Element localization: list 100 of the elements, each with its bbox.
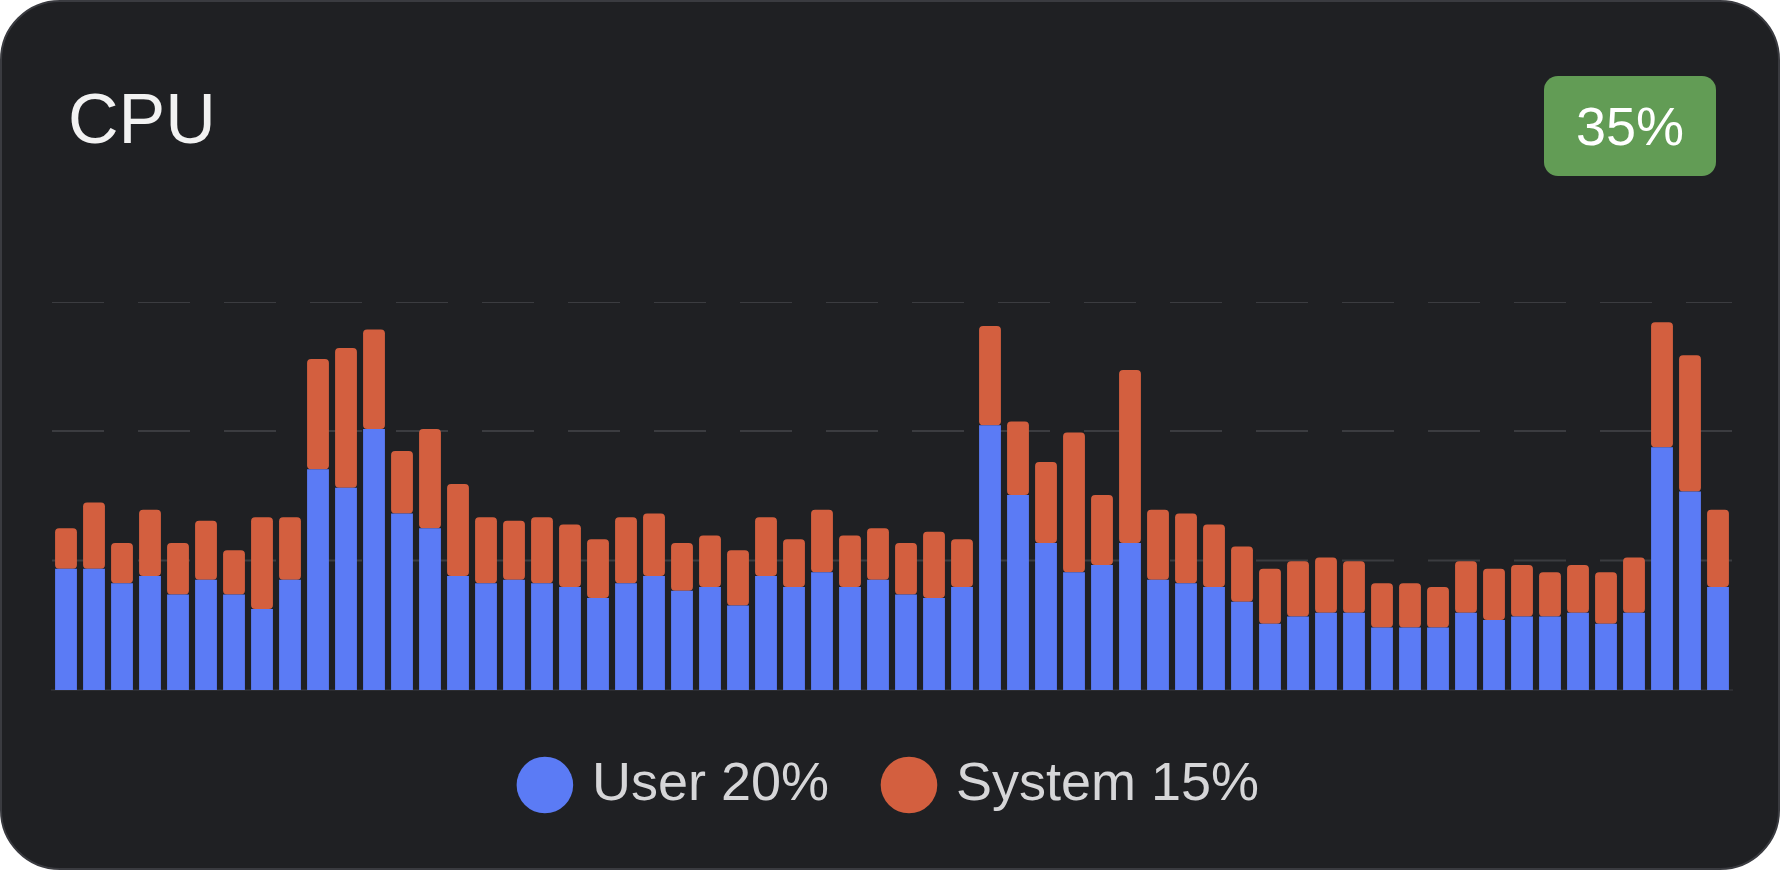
- bar: [1679, 355, 1701, 492]
- bar: [1007, 421, 1029, 496]
- bar: [1063, 572, 1085, 690]
- bar: [1483, 620, 1505, 690]
- bar: [1175, 513, 1197, 584]
- bar: [559, 524, 581, 588]
- bar: [699, 587, 721, 690]
- bar: [1707, 509, 1729, 588]
- bar: [1147, 579, 1169, 690]
- bar: [1343, 612, 1365, 690]
- bar: [1567, 564, 1589, 613]
- bar: [1595, 572, 1617, 624]
- chart-title: CPU: [68, 80, 216, 158]
- bar: [1371, 583, 1393, 628]
- bar: [1623, 612, 1645, 690]
- text: 35%: [1543, 76, 1716, 176]
- bar: [475, 517, 497, 584]
- bar: [895, 594, 917, 690]
- bar: [447, 575, 469, 690]
- bar: [1371, 627, 1393, 690]
- bar: [111, 583, 133, 690]
- bar: [363, 428, 385, 690]
- bar: [55, 568, 77, 690]
- bar: [83, 502, 105, 569]
- bar: [1539, 616, 1561, 690]
- bar: [83, 568, 105, 690]
- bar: [1203, 524, 1225, 588]
- legend-label: System 15%: [955, 750, 1260, 811]
- bar: [419, 428, 441, 529]
- bar: [447, 484, 469, 576]
- bar: [1231, 601, 1253, 690]
- bar: [279, 517, 301, 580]
- bar: [1567, 612, 1589, 690]
- bar: [223, 594, 245, 690]
- bar: [1119, 542, 1141, 690]
- bar: [615, 517, 637, 584]
- bar: [867, 579, 889, 690]
- bar: [503, 520, 525, 580]
- bar: [755, 575, 777, 690]
- bar: [699, 535, 721, 588]
- bar: [923, 598, 945, 690]
- bar: [419, 528, 441, 690]
- bar: [1539, 572, 1561, 617]
- bar: [139, 509, 161, 576]
- bar: [839, 587, 861, 690]
- bar: [951, 539, 973, 588]
- bar: [643, 513, 665, 576]
- bar: [811, 572, 833, 690]
- bar: [979, 425, 1001, 690]
- bar: [223, 550, 245, 595]
- bar: [1399, 583, 1421, 628]
- bar: [251, 517, 273, 610]
- bar: [335, 347, 357, 488]
- bar: [391, 513, 413, 690]
- bar: [167, 594, 189, 690]
- bar: [1175, 583, 1197, 690]
- bar: [1511, 564, 1533, 617]
- bar: [1679, 491, 1701, 690]
- bar: [1455, 561, 1477, 613]
- bar: [335, 487, 357, 690]
- bar: [363, 329, 385, 429]
- bar: [1595, 623, 1617, 690]
- bar: [1483, 568, 1505, 621]
- bar: [111, 542, 133, 584]
- bar: [1651, 447, 1673, 690]
- bar: [727, 550, 749, 606]
- bar: [755, 517, 777, 576]
- bar: [1287, 616, 1309, 690]
- bar: [1651, 322, 1673, 448]
- bar: [1707, 587, 1729, 690]
- bar: [251, 609, 273, 690]
- bar: [643, 575, 665, 690]
- bar: [1315, 612, 1337, 690]
- bar: [559, 587, 581, 690]
- bar: [1455, 612, 1477, 690]
- bar: [1007, 495, 1029, 690]
- bar: [503, 579, 525, 690]
- legend-label: User 20%: [591, 750, 829, 811]
- bar: [783, 539, 805, 588]
- bar: [951, 587, 973, 690]
- bar: [1623, 557, 1645, 613]
- bar: [979, 325, 1001, 426]
- bar: [195, 520, 217, 580]
- bar: [783, 587, 805, 690]
- bar: [1343, 561, 1365, 613]
- bar: [139, 575, 161, 690]
- bar: [811, 509, 833, 573]
- bar: [1147, 509, 1169, 580]
- bar: [55, 528, 77, 569]
- bar: [671, 590, 693, 690]
- bar: [1091, 564, 1113, 690]
- bar: [671, 542, 693, 591]
- bar: [1119, 370, 1141, 543]
- bar: [1427, 627, 1449, 690]
- bar: [307, 359, 329, 470]
- bar: [1427, 587, 1449, 628]
- bar: [1259, 623, 1281, 690]
- bar: [1287, 561, 1309, 617]
- bar: [867, 528, 889, 580]
- bar: [531, 583, 553, 690]
